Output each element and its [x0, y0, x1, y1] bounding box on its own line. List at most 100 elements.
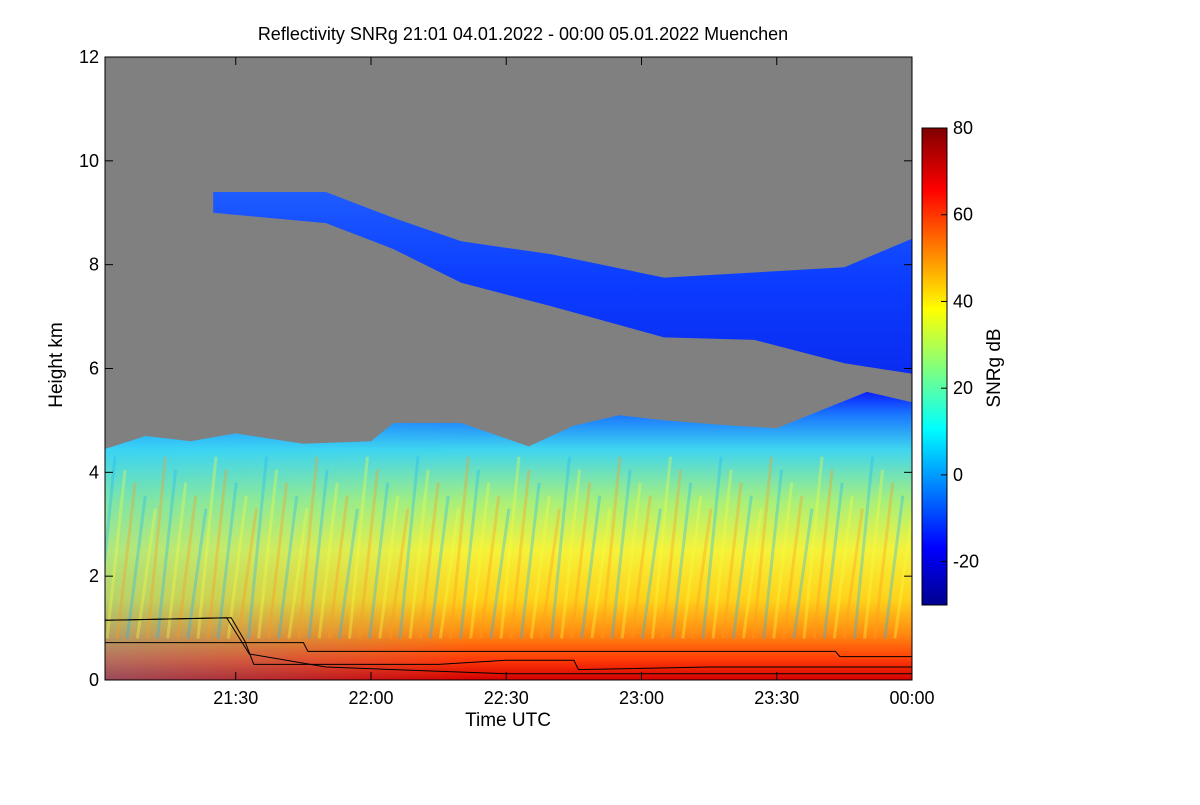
x-tick-label: 23:30: [754, 688, 799, 708]
fall-streak: [560, 469, 582, 639]
fall-streak: [691, 508, 713, 639]
fall-streak: [842, 508, 864, 639]
fall-streak: [580, 495, 602, 639]
fall-streak: [247, 456, 268, 639]
fall-streak: [731, 495, 753, 639]
fall-streak: [206, 469, 228, 639]
colorbar: [921, 127, 948, 606]
fall-streak: [600, 456, 622, 639]
fall-streak: [539, 508, 561, 639]
fall-streak: [267, 482, 289, 639]
fall-streak: [550, 456, 571, 639]
x-tick-label: 23:00: [619, 688, 664, 708]
fall-streak: [499, 456, 521, 639]
colorbar-tick-label: -20: [953, 552, 979, 572]
colorbar-tick-label: 20: [953, 378, 973, 398]
fall-streak: [822, 482, 844, 639]
fall-streak: [701, 456, 723, 639]
fall-streak: [489, 508, 511, 639]
fall-streak: [257, 469, 279, 639]
fall-streak: [378, 495, 400, 639]
fall-streak: [348, 456, 369, 639]
fall-streak: [408, 469, 430, 639]
y-tick-label: 0: [89, 670, 99, 690]
fall-streak: [863, 469, 885, 639]
y-tick-label: 4: [89, 462, 99, 482]
x-tick-label: 21:30: [213, 688, 258, 708]
overlay-line: [105, 617, 912, 671]
y-axis-label: Height km: [46, 322, 67, 408]
fall-streak: [226, 495, 248, 639]
fall-streak: [873, 482, 895, 639]
fall-streak: [166, 482, 188, 639]
fall-streak: [610, 469, 632, 639]
fall-streak: [388, 508, 410, 639]
fall-streak: [428, 495, 450, 639]
fall-streak: [832, 495, 854, 639]
y-tick-label: 10: [79, 151, 99, 171]
fall-streak: [358, 469, 380, 639]
fall-streak: [277, 495, 299, 639]
fall-streak: [156, 469, 178, 639]
fall-streak: [317, 482, 339, 639]
fall-streak: [721, 482, 743, 639]
y-tick-label: 8: [89, 255, 99, 275]
fall-streak: [620, 482, 642, 639]
fall-streak: [449, 456, 470, 639]
fall-streak: [146, 456, 167, 639]
fall-streak: [135, 508, 157, 639]
colorbar-label: SNRg dB: [984, 328, 1005, 407]
fall-streak: [741, 508, 763, 639]
fall-streak: [772, 482, 794, 639]
precipitation-echo-shade: [105, 391, 912, 680]
fall-streak: [459, 469, 481, 639]
fall-streak: [176, 495, 198, 639]
fall-streaks: [105, 456, 912, 639]
fall-streak: [297, 456, 319, 639]
y-tick-label: 2: [89, 566, 99, 586]
fall-streak: [651, 456, 672, 639]
cirrus-echo: [213, 192, 912, 374]
fall-streak: [802, 456, 824, 639]
y-tick-label: 6: [89, 359, 99, 379]
fall-streak: [893, 508, 912, 639]
colorbar-tick-label: 60: [953, 205, 973, 225]
fall-streak: [529, 495, 551, 639]
x-tick-label: 22:00: [348, 688, 393, 708]
colorbar-tick-label: 0: [953, 465, 963, 485]
fall-streak: [186, 508, 208, 639]
chart-title: Reflectivity SNRg 21:01 04.01.2022 - 00:…: [258, 24, 788, 44]
x-tick-label: 22:30: [484, 688, 529, 708]
fall-streak: [640, 508, 662, 639]
fall-streak: [398, 456, 420, 639]
fall-streak: [792, 508, 814, 639]
fall-streak: [105, 456, 117, 573]
fall-streak: [711, 469, 733, 639]
fall-streak: [883, 495, 905, 639]
fall-streak: [287, 508, 309, 639]
fall-streak: [762, 469, 784, 639]
fall-streak: [671, 482, 693, 639]
x-tick-label: 00:00: [889, 688, 934, 708]
fall-streak: [115, 482, 137, 639]
fall-streak: [661, 469, 683, 639]
overlay-line: [105, 642, 912, 658]
fall-streak: [479, 495, 501, 639]
fall-streak: [590, 508, 612, 639]
fall-streak: [519, 482, 541, 639]
x-axis-label: Time UTC: [465, 710, 551, 731]
fall-streak: [438, 508, 460, 639]
fall-streak: [812, 469, 834, 639]
fall-streak: [368, 482, 390, 639]
fall-streak: [418, 482, 440, 639]
fall-streak: [782, 495, 804, 639]
fall-streak: [196, 456, 218, 639]
fall-streak: [236, 508, 258, 639]
fall-streak: [327, 495, 349, 639]
fall-streak: [570, 482, 592, 639]
fall-streak: [216, 482, 238, 639]
colorbar-tick-label: 40: [953, 291, 973, 311]
fall-streak: [105, 469, 127, 639]
